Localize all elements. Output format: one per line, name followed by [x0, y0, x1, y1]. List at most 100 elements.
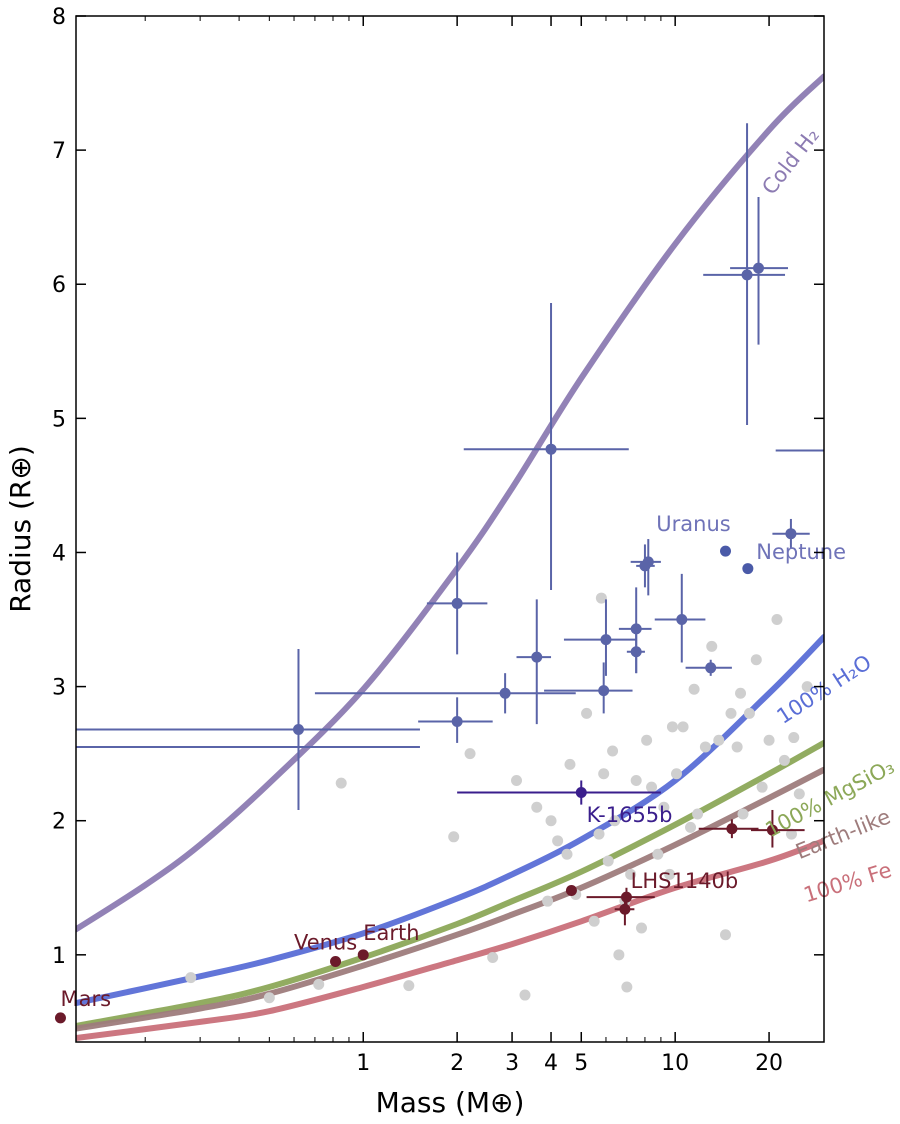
planet-error-bars [76, 123, 824, 926]
background-point [646, 781, 658, 793]
curve-4 [76, 837, 824, 1041]
y-tick-label: 6 [52, 273, 66, 298]
y-tick-label: 3 [52, 676, 66, 701]
composition-curves [76, 73, 824, 1041]
background-point [666, 721, 678, 733]
background-point [735, 687, 747, 699]
background-point [448, 831, 460, 843]
background-point [581, 707, 593, 719]
background-point [750, 654, 762, 666]
planet-point [292, 724, 304, 736]
planet-label: LHS1140b [631, 869, 739, 893]
background-point [625, 868, 637, 880]
planet-point [330, 956, 342, 968]
background-point [658, 801, 670, 813]
planet-point [451, 597, 463, 609]
background-point [671, 768, 683, 780]
background-point [652, 848, 664, 860]
background-point [185, 972, 197, 984]
background-point [609, 815, 621, 827]
x-tick-label: 2 [450, 1051, 464, 1076]
background-point [561, 848, 573, 860]
y-tick-label: 4 [52, 541, 66, 566]
x-tick-label: 5 [574, 1051, 588, 1076]
planet-point [600, 634, 612, 646]
planet-point [766, 824, 778, 836]
background-point [531, 801, 543, 813]
background-point [706, 640, 718, 652]
planet-point [720, 545, 732, 557]
background-point [511, 774, 523, 786]
background-point [692, 808, 704, 820]
background-point [778, 754, 790, 766]
planet-label: Neptune [756, 540, 846, 564]
background-point [607, 745, 619, 757]
planet-point [531, 651, 543, 663]
y-tick-label: 2 [52, 810, 66, 835]
planet-point [620, 891, 632, 903]
planet-point [705, 662, 717, 674]
background-point [677, 721, 689, 733]
background-point [545, 815, 557, 827]
background-point [613, 949, 625, 961]
x-tick-label: 10 [661, 1051, 689, 1076]
planet-point [785, 528, 797, 540]
y-tick-label: 8 [52, 5, 66, 30]
planet-label: K-1655b [587, 803, 673, 827]
background-point [598, 768, 610, 780]
background-point [756, 781, 768, 793]
background-exoplanet-points [185, 592, 813, 1004]
curve-3 [76, 766, 824, 1032]
background-point [713, 734, 725, 746]
x-tick-label: 20 [755, 1051, 783, 1076]
background-point [636, 922, 648, 934]
background-point [552, 835, 564, 847]
planet-point [619, 903, 631, 915]
background-point [720, 929, 732, 941]
background-point [403, 980, 415, 992]
plot-frame [75, 15, 825, 1043]
curve-2 [76, 739, 824, 1029]
planet-point [357, 949, 369, 961]
y-tick-label: 5 [52, 407, 66, 432]
background-point [737, 808, 749, 820]
background-point [788, 732, 800, 744]
planet-point [598, 685, 610, 697]
planet-point [741, 269, 753, 281]
curve-label: 100% Fe [801, 858, 895, 907]
planet-markers [54, 262, 797, 1024]
background-point [595, 592, 607, 604]
background-point [630, 774, 642, 786]
x-tick-label: 3 [505, 1051, 519, 1076]
background-point [641, 734, 653, 746]
background-point [685, 821, 697, 833]
x-tick-label: 4 [544, 1051, 558, 1076]
background-point [731, 741, 743, 753]
planet-point [575, 787, 587, 799]
y-tick-label: 7 [52, 139, 66, 164]
background-point [519, 989, 531, 1001]
background-point [664, 868, 676, 880]
background-point [335, 777, 347, 789]
background-point [699, 741, 711, 753]
planet-point [676, 614, 688, 626]
x-tick-label: 1 [356, 1051, 370, 1076]
planet-point [545, 443, 557, 455]
planet-point [630, 623, 642, 635]
background-point [464, 748, 476, 760]
planet-label: Earth [363, 921, 419, 945]
planet-point [726, 823, 738, 835]
planet-point [753, 262, 765, 274]
background-point [801, 681, 813, 693]
curve-0 [76, 73, 824, 933]
planet-point [499, 687, 511, 699]
planet-label: Venus [294, 930, 357, 954]
background-point [725, 707, 737, 719]
background-point [688, 683, 700, 695]
y-tick-label: 1 [52, 944, 66, 969]
background-point [588, 915, 600, 927]
planet-label: Mars [60, 987, 111, 1011]
